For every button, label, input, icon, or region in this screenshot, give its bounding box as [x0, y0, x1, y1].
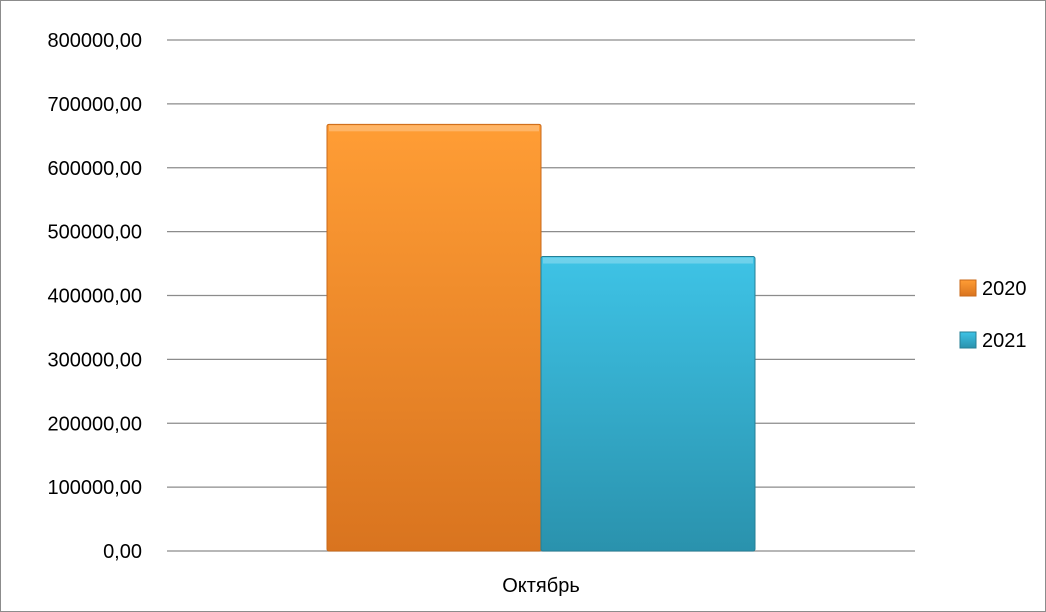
y-tick-label: 100000,00 — [47, 477, 142, 499]
y-tick-label: 700000,00 — [47, 94, 142, 116]
y-axis-ticks: 0,00 100000,00 200000,00 300000,00 400000,00… — [47, 30, 142, 563]
legend-swatch-2020 — [959, 279, 977, 297]
legend-label-2020: 2020 — [982, 278, 1027, 300]
bar-2021 — [540, 256, 756, 552]
y-tick-label: 600000,00 — [47, 158, 142, 180]
bar-2020 — [326, 123, 542, 552]
legend-label-2021: 2021 — [982, 330, 1027, 352]
legend-swatch-2021 — [959, 331, 977, 349]
y-tick-label: 300000,00 — [47, 349, 142, 371]
bar-highlight-2021 — [543, 257, 753, 264]
bars — [326, 123, 756, 552]
y-tick-label: 400000,00 — [47, 286, 142, 308]
x-tick-label: Октябрь — [502, 575, 580, 597]
y-tick-label: 800000,00 — [47, 30, 142, 52]
y-tick-label: 500000,00 — [47, 222, 142, 244]
y-tick-label: 200000,00 — [47, 413, 142, 435]
bar-highlight-2020 — [329, 125, 539, 132]
y-tick-label: 0,00 — [103, 541, 142, 563]
x-axis-ticks: Октябрь — [502, 575, 580, 597]
legend: 2020 2021 — [959, 278, 1027, 352]
